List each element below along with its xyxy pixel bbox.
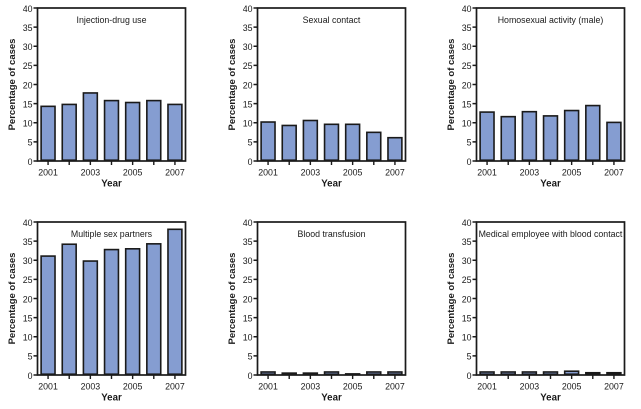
- svg-text:15: 15: [23, 313, 33, 323]
- svg-text:Blood transfusion: Blood transfusion: [298, 229, 366, 239]
- svg-text:5: 5: [248, 138, 253, 148]
- svg-text:2003: 2003: [81, 381, 101, 391]
- svg-text:15: 15: [243, 313, 253, 323]
- svg-text:2007: 2007: [165, 167, 185, 177]
- svg-text:30: 30: [243, 256, 253, 266]
- svg-text:25: 25: [462, 275, 472, 285]
- svg-text:2005: 2005: [343, 381, 363, 391]
- svg-text:30: 30: [243, 42, 253, 52]
- svg-text:Year: Year: [101, 179, 122, 190]
- svg-text:25: 25: [243, 275, 253, 285]
- svg-text:15: 15: [462, 99, 472, 109]
- svg-text:Year: Year: [540, 179, 561, 190]
- svg-text:10: 10: [243, 119, 253, 129]
- svg-text:2005: 2005: [562, 167, 582, 177]
- svg-text:35: 35: [462, 23, 472, 33]
- svg-text:30: 30: [23, 42, 33, 52]
- svg-text:20: 20: [462, 294, 472, 304]
- svg-text:0: 0: [467, 157, 472, 167]
- svg-text:40: 40: [243, 218, 253, 228]
- svg-text:Year: Year: [540, 393, 561, 404]
- svg-text:25: 25: [23, 275, 33, 285]
- svg-text:10: 10: [462, 333, 472, 343]
- svg-text:20: 20: [243, 80, 253, 90]
- svg-text:2001: 2001: [477, 167, 497, 177]
- svg-text:2001: 2001: [477, 381, 497, 391]
- svg-text:Percentage of cases: Percentage of cases: [446, 39, 457, 131]
- svg-text:2007: 2007: [604, 167, 624, 177]
- svg-text:2003: 2003: [520, 167, 540, 177]
- svg-text:5: 5: [467, 138, 472, 148]
- svg-text:20: 20: [462, 80, 472, 90]
- svg-text:Sexual contact: Sexual contact: [303, 15, 361, 25]
- svg-text:2007: 2007: [385, 167, 405, 177]
- svg-text:40: 40: [462, 4, 472, 14]
- svg-text:15: 15: [23, 99, 33, 109]
- svg-text:35: 35: [23, 23, 33, 33]
- svg-text:Year: Year: [321, 393, 342, 404]
- svg-text:30: 30: [462, 256, 472, 266]
- svg-text:30: 30: [462, 42, 472, 52]
- svg-text:40: 40: [462, 218, 472, 228]
- svg-text:5: 5: [467, 352, 472, 362]
- svg-text:Percentage of cases: Percentage of cases: [7, 253, 18, 345]
- svg-text:35: 35: [243, 237, 253, 247]
- svg-text:25: 25: [462, 61, 472, 71]
- svg-text:Multiple sex partners: Multiple sex partners: [71, 229, 153, 239]
- svg-text:Medical employee with blood co: Medical employee with blood contact: [479, 229, 623, 239]
- svg-text:25: 25: [243, 61, 253, 71]
- svg-text:0: 0: [467, 371, 472, 381]
- svg-text:0: 0: [248, 371, 253, 381]
- svg-text:2007: 2007: [385, 381, 405, 391]
- svg-text:Percentage of cases: Percentage of cases: [227, 253, 238, 345]
- svg-text:5: 5: [28, 352, 33, 362]
- svg-text:Percentage of cases: Percentage of cases: [227, 39, 238, 131]
- svg-text:15: 15: [243, 99, 253, 109]
- svg-text:10: 10: [243, 333, 253, 343]
- svg-text:Percentage of cases: Percentage of cases: [446, 253, 457, 345]
- svg-text:Percentage of cases: Percentage of cases: [7, 39, 18, 131]
- svg-text:40: 40: [23, 4, 33, 14]
- svg-text:30: 30: [23, 256, 33, 266]
- svg-text:2005: 2005: [562, 381, 582, 391]
- svg-text:2001: 2001: [258, 167, 278, 177]
- svg-text:35: 35: [243, 23, 253, 33]
- svg-text:0: 0: [28, 371, 33, 381]
- svg-text:2005: 2005: [123, 167, 143, 177]
- svg-text:20: 20: [243, 294, 253, 304]
- svg-text:5: 5: [248, 352, 253, 362]
- svg-text:40: 40: [243, 4, 253, 14]
- svg-text:5: 5: [28, 138, 33, 148]
- svg-text:Year: Year: [101, 393, 122, 404]
- svg-text:2005: 2005: [123, 381, 143, 391]
- svg-text:2001: 2001: [258, 381, 278, 391]
- svg-text:25: 25: [23, 61, 33, 71]
- svg-text:2007: 2007: [604, 381, 624, 391]
- svg-text:2003: 2003: [301, 167, 321, 177]
- svg-text:2003: 2003: [301, 381, 321, 391]
- svg-text:0: 0: [28, 157, 33, 167]
- svg-text:2007: 2007: [165, 381, 185, 391]
- svg-text:2001: 2001: [38, 381, 58, 391]
- svg-text:15: 15: [462, 313, 472, 323]
- svg-text:10: 10: [23, 333, 33, 343]
- svg-text:Year: Year: [321, 179, 342, 190]
- svg-text:0: 0: [248, 157, 253, 167]
- svg-text:2005: 2005: [343, 167, 363, 177]
- svg-text:20: 20: [23, 80, 33, 90]
- svg-text:35: 35: [23, 237, 33, 247]
- svg-text:10: 10: [462, 119, 472, 129]
- svg-text:40: 40: [23, 218, 33, 228]
- svg-text:Homosexual activity (male): Homosexual activity (male): [498, 15, 604, 25]
- svg-text:2003: 2003: [81, 167, 101, 177]
- svg-text:20: 20: [23, 294, 33, 304]
- svg-text:2001: 2001: [38, 167, 58, 177]
- svg-text:35: 35: [462, 237, 472, 247]
- svg-text:2003: 2003: [520, 381, 540, 391]
- svg-text:Injection-drug use: Injection-drug use: [77, 15, 147, 25]
- svg-text:10: 10: [23, 119, 33, 129]
